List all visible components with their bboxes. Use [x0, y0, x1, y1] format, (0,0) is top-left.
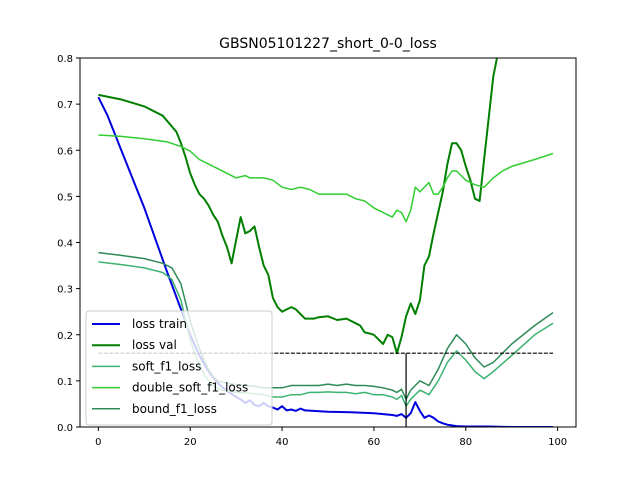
y-tick-label: 0.2: [57, 331, 73, 342]
x-tick-label: 80: [459, 437, 472, 448]
axes: 0 20 40 60 80 100 0.0 0.1 0.2 0.3 0.4 0.5 0.6 0.7 0.8: [57, 54, 577, 448]
series-line-3: [98, 134, 554, 223]
legend-box: [85, 310, 273, 426]
y-tick-label: 0.0: [57, 423, 73, 434]
x-tick-label: 40: [276, 437, 289, 448]
legend-label: soft_f1_loss: [132, 359, 201, 373]
y-tick-label: 0.3: [57, 285, 73, 296]
chart-title: GBSN05101227_short_0-0_loss: [219, 36, 437, 52]
y-tick-label: 0.7: [57, 100, 73, 111]
x-tick-label: 100: [548, 437, 567, 448]
y-tick-label: 0.1: [57, 377, 73, 388]
legend-label: bound_f1_loss: [132, 402, 217, 416]
x-tick-label: 20: [184, 437, 197, 448]
y-tick-label: 0.4: [57, 239, 73, 250]
legend-label: loss val: [132, 338, 177, 352]
y-tick-label: 0.5: [57, 192, 73, 203]
x-tick-label: 60: [368, 437, 381, 448]
legend: loss train loss val soft_f1_loss double_sof…: [85, 310, 273, 426]
legend-label: double_soft_f1_loss: [132, 381, 248, 395]
y-tick-label: 0.8: [57, 54, 73, 65]
y-tick-label: 0.6: [57, 146, 73, 157]
legend-label: loss train: [132, 317, 187, 331]
x-tick-label: 0: [95, 437, 101, 448]
